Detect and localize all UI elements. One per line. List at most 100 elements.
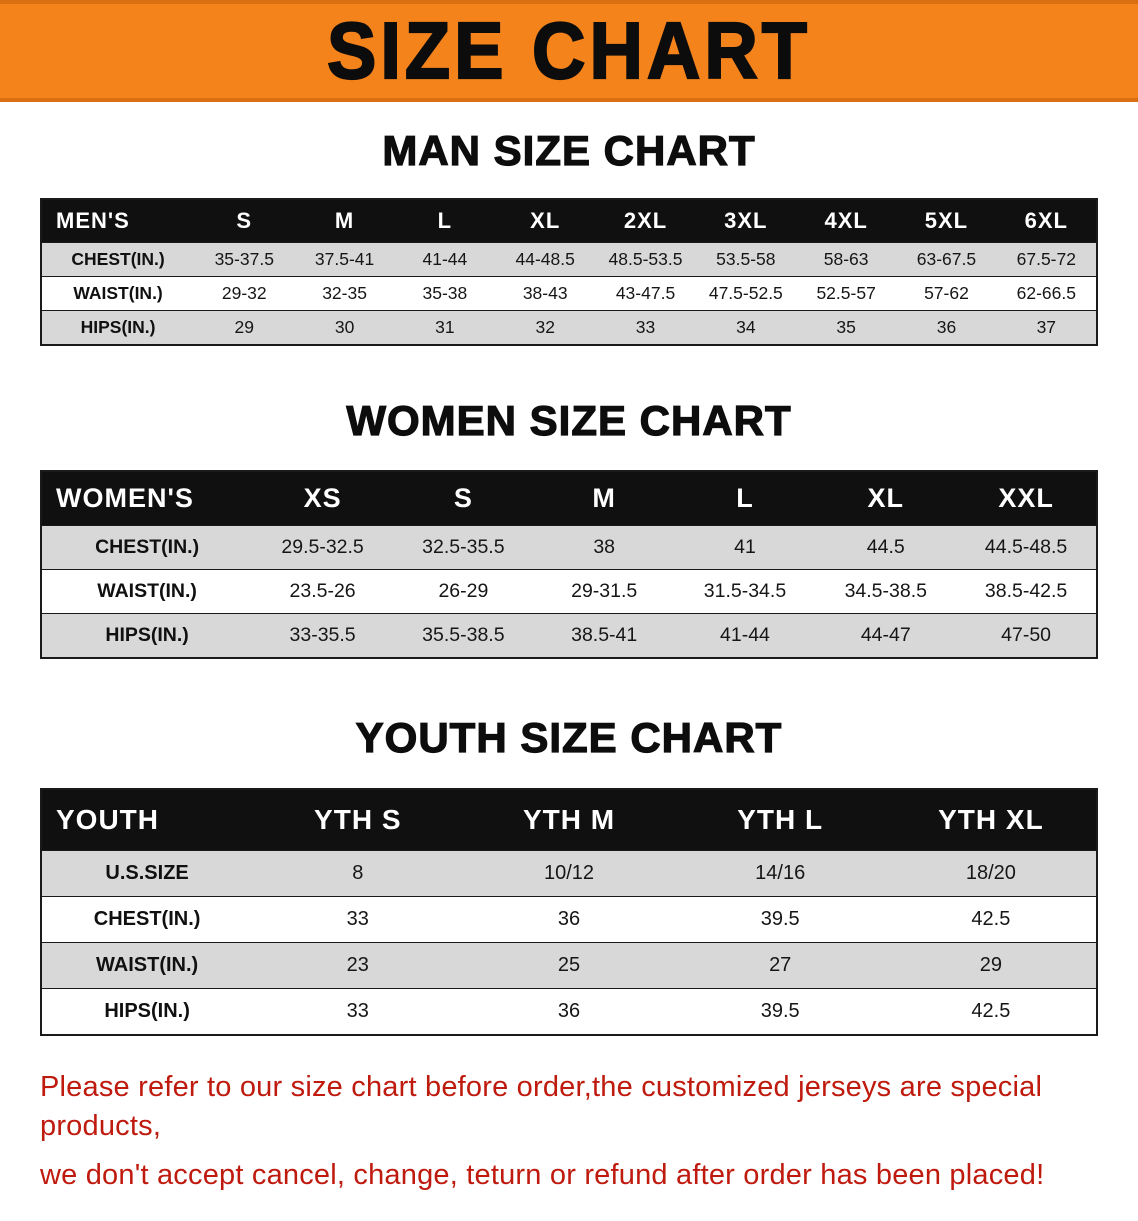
- men-section-heading: MAN SIZE CHART: [382, 127, 756, 175]
- size-header-cell: M: [294, 198, 395, 244]
- value-cell: 35-38: [394, 276, 496, 312]
- youth-section-heading: YOUTH SIZE CHART: [355, 714, 783, 762]
- value-cell: 32-35: [294, 276, 395, 312]
- size-header-cell: S: [194, 198, 295, 244]
- row-label-cell: WAIST(IN.): [41, 569, 253, 615]
- value-cell: 18/20: [885, 849, 1097, 897]
- size-header-cell: 4XL: [795, 198, 897, 244]
- value-cell: 32.5-35.5: [392, 525, 534, 571]
- size-header-cell: 3XL: [695, 198, 796, 244]
- value-cell: 35-37.5: [194, 242, 295, 278]
- women-size-section: WOMEN SIZE CHART WOMEN'S XS S M L XL XXL CHEST(…: [0, 397, 1138, 660]
- value-cell: 33: [595, 310, 696, 346]
- value-cell: 58-63: [795, 242, 897, 278]
- page-title: SIZE CHART: [326, 5, 811, 96]
- value-cell: 29.5-32.5: [252, 525, 393, 571]
- value-cell: 35: [795, 310, 897, 346]
- value-cell: 34.5-38.5: [815, 569, 957, 615]
- size-header-cell: XS: [252, 470, 393, 527]
- value-cell: 47.5-52.5: [695, 276, 796, 312]
- size-header-cell: L: [394, 198, 496, 244]
- value-cell: 36: [896, 310, 997, 346]
- value-cell: 26-29: [392, 569, 534, 615]
- size-header-cell: XL: [495, 198, 596, 244]
- value-cell: 67.5-72: [996, 242, 1097, 278]
- table-row: CHEST(IN.) 35-37.5 37.5-41 41-44 44-48.5 48.5…: [41, 242, 1097, 278]
- size-header-cell: YTH L: [674, 788, 886, 851]
- table-row: WAIST(IN.) 23.5-26 26-29 29-31.5 31.5-34.5 34…: [41, 569, 1097, 615]
- men-size-table-grid: MEN'S S M L XL 2XL 3XL 4XL 5XL 6XL CHEST(IN.) 35-37…: [40, 198, 1098, 347]
- value-cell: 41-44: [674, 613, 816, 659]
- value-cell: 38: [533, 525, 675, 571]
- value-cell: 44-47: [815, 613, 957, 659]
- value-cell: 41-44: [394, 242, 496, 278]
- size-header-cell: 5XL: [896, 198, 997, 244]
- value-cell: 10/12: [463, 849, 675, 897]
- size-header-cell: YTH S: [252, 788, 464, 851]
- value-cell: 14/16: [674, 849, 886, 897]
- value-cell: 23.5-26: [252, 569, 393, 615]
- value-cell: 35.5-38.5: [392, 613, 534, 659]
- value-cell: 57-62: [896, 276, 997, 312]
- value-cell: 34: [695, 310, 796, 346]
- value-cell: 39.5: [674, 895, 886, 943]
- value-cell: 25: [463, 941, 675, 989]
- table-row: HIPS(IN.) 33-35.5 35.5-38.5 38.5-41 41-44 44-…: [41, 613, 1097, 659]
- size-chart-banner: SIZE CHART: [0, 0, 1138, 102]
- size-header-cell: L: [674, 470, 816, 527]
- value-cell: 47-50: [956, 613, 1097, 659]
- youth-size-section: YOUTH SIZE CHART YOUTH YTH S YTH M YTH L YTH…: [0, 714, 1138, 1036]
- disclaimer-line-2: we don't accept cancel, change, teturn o…: [40, 1158, 1045, 1191]
- value-cell: 53.5-58: [695, 242, 796, 278]
- value-cell: 42.5: [885, 987, 1097, 1036]
- size-header-cell: 6XL: [996, 198, 1097, 244]
- value-cell: 39.5: [674, 987, 886, 1036]
- value-cell: 33: [252, 987, 464, 1036]
- value-cell: 36: [463, 987, 675, 1036]
- size-header-cell: YTH XL: [885, 788, 1097, 851]
- men-size-section: MAN SIZE CHART MEN'S S M L XL 2XL 3XL 4XL 5XL 6XL…: [0, 127, 1138, 347]
- value-cell: 33: [252, 895, 464, 943]
- value-cell: 38.5-42.5: [956, 569, 1097, 615]
- men-size-table: MEN'S S M L XL 2XL 3XL 4XL 5XL 6XL CHEST(IN.) 35-37…: [40, 198, 1098, 347]
- table-row: U.S.SIZE 8 10/12 14/16 18/20: [41, 849, 1097, 897]
- row-label-cell: WAIST(IN.): [41, 276, 195, 312]
- row-label-cell: HIPS(IN.): [41, 613, 253, 659]
- size-header-cell: M: [533, 470, 675, 527]
- table-row: HIPS(IN.) 29 30 31 32 33 34 35 36 37: [41, 310, 1097, 346]
- value-cell: 30: [294, 310, 395, 346]
- value-cell: 31.5-34.5: [674, 569, 816, 615]
- row-label-cell: U.S.SIZE: [41, 849, 253, 897]
- category-header-cell: WOMEN'S: [41, 470, 253, 527]
- value-cell: 27: [674, 941, 886, 989]
- value-cell: 63-67.5: [896, 242, 997, 278]
- table-row: HIPS(IN.) 33 36 39.5 42.5: [41, 987, 1097, 1036]
- value-cell: 23: [252, 941, 464, 989]
- value-cell: 42.5: [885, 895, 1097, 943]
- size-header-cell: 2XL: [595, 198, 696, 244]
- table-row: CHEST(IN.) 29.5-32.5 32.5-35.5 38 41 44.5 44.5…: [41, 525, 1097, 571]
- table-row: CHEST(IN.) 33 36 39.5 42.5: [41, 895, 1097, 943]
- table-row: WAIST(IN.) 23 25 27 29: [41, 941, 1097, 989]
- value-cell: 44.5-48.5: [956, 525, 1097, 571]
- table-row: WAIST(IN.) 29-32 32-35 35-38 38-43 43-47.5 47.…: [41, 276, 1097, 312]
- row-label-cell: HIPS(IN.): [41, 987, 253, 1036]
- disclaimer-line-1: Please refer to our size chart before or…: [40, 1070, 1043, 1142]
- value-cell: 29: [885, 941, 1097, 989]
- value-cell: 29-32: [194, 276, 295, 312]
- value-cell: 48.5-53.5: [595, 242, 696, 278]
- value-cell: 43-47.5: [595, 276, 696, 312]
- value-cell: 8: [252, 849, 464, 897]
- value-cell: 37: [996, 310, 1097, 346]
- category-header-cell: MEN'S: [41, 198, 195, 244]
- youth-size-table-grid: YOUTH YTH S YTH M YTH L YTH XL U.S.SIZE 8 10/12…: [40, 787, 1098, 1036]
- value-cell: 29: [194, 310, 295, 346]
- youth-size-table: YOUTH YTH S YTH M YTH L YTH XL U.S.SIZE 8 10/12…: [40, 787, 1098, 1036]
- value-cell: 29-31.5: [533, 569, 675, 615]
- value-cell: 33-35.5: [252, 613, 393, 659]
- value-cell: 32: [495, 310, 596, 346]
- row-label-cell: CHEST(IN.): [41, 525, 253, 571]
- value-cell: 36: [463, 895, 675, 943]
- value-cell: 38.5-41: [533, 613, 675, 659]
